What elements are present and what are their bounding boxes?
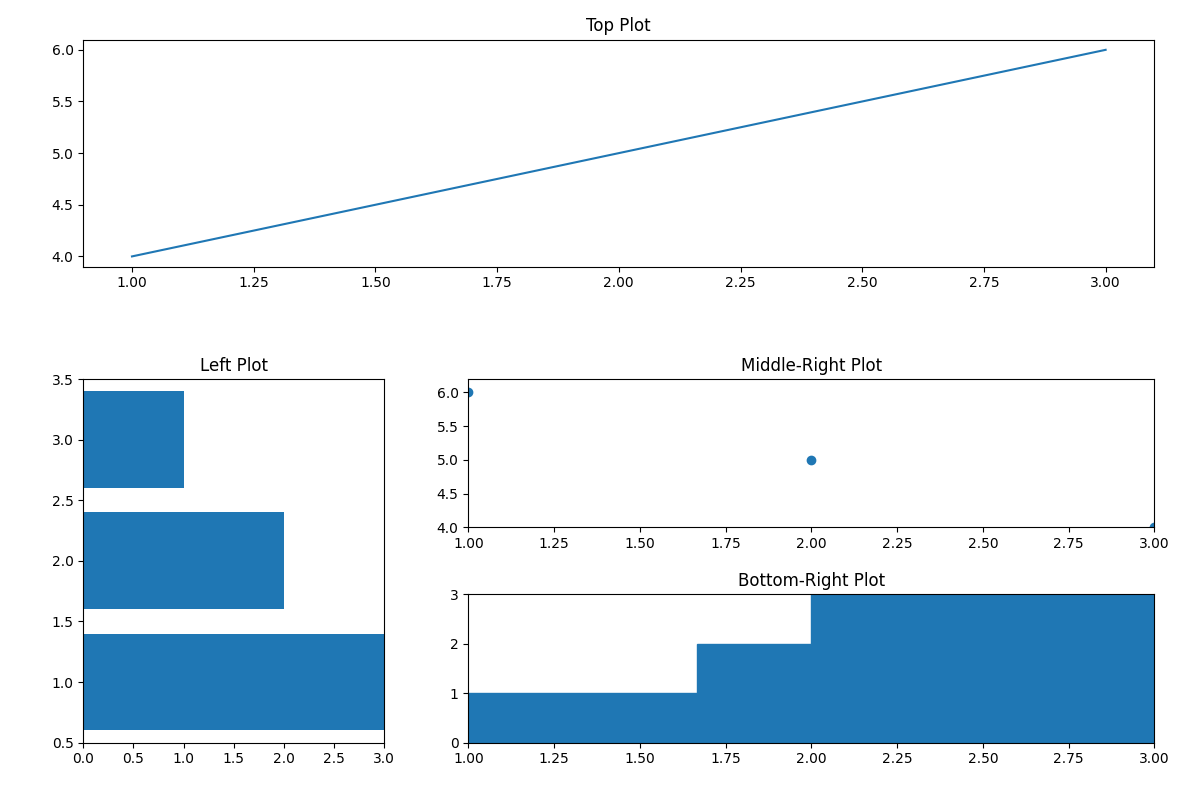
Point — [1145, 521, 1164, 534]
Bar — [83, 391, 183, 488]
Point — [802, 453, 821, 466]
Title: Left Plot: Left Plot — [200, 356, 268, 374]
Bar — [83, 513, 284, 609]
Point — [459, 386, 478, 399]
Polygon shape — [469, 594, 1154, 743]
Title: Bottom-Right Plot: Bottom-Right Plot — [738, 572, 885, 590]
Title: Top Plot: Top Plot — [587, 17, 651, 36]
Title: Middle-Right Plot: Middle-Right Plot — [741, 356, 882, 374]
Bar — [83, 634, 384, 731]
